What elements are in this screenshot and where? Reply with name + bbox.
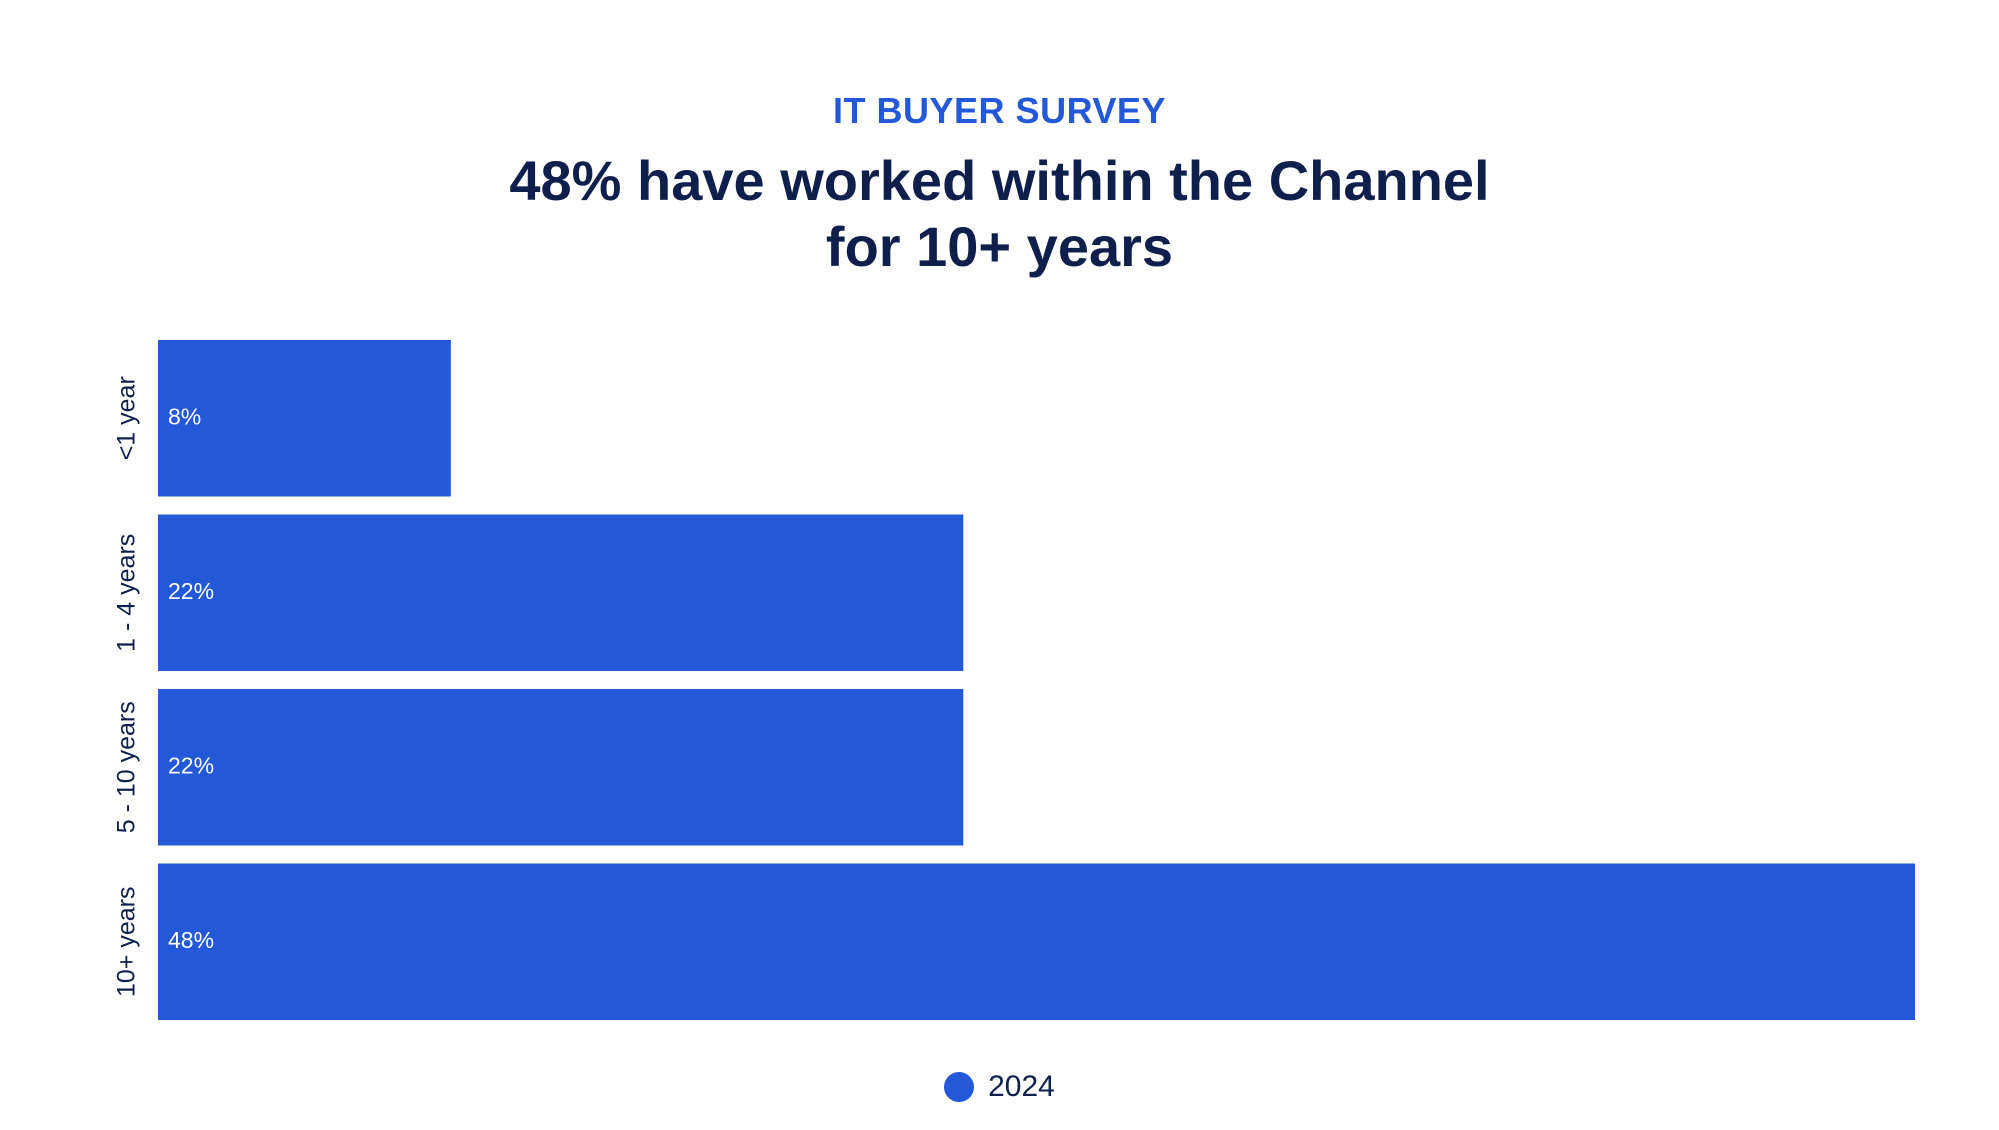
bar-value-label-4: 48% — [168, 927, 214, 953]
category-label-3: 5 - 10 years — [113, 701, 141, 833]
bar-1 — [158, 340, 451, 497]
bar-2 — [158, 514, 964, 671]
category-label-2: 1 - 4 years — [113, 534, 141, 652]
bar-value-label-1: 8% — [168, 403, 201, 429]
bar-value-label-3: 22% — [168, 752, 214, 778]
category-label-1: <1 year — [113, 376, 141, 460]
chart-title-line-1: 48% have worked within the Channel — [509, 149, 1490, 212]
bar-value-label-2: 22% — [168, 578, 214, 604]
legend-label-2024: 2024 — [988, 1070, 1055, 1103]
legend-swatch-2024 — [944, 1072, 975, 1102]
bar-4 — [158, 863, 1915, 1020]
bar-3 — [158, 689, 964, 846]
category-label-4: 10+ years — [113, 887, 141, 998]
chart-kicker: IT BUYER SURVEY — [833, 90, 1166, 131]
chart-legend: 2024 — [0, 1070, 1999, 1104]
chart-title-line-2: for 10+ years — [825, 215, 1174, 278]
